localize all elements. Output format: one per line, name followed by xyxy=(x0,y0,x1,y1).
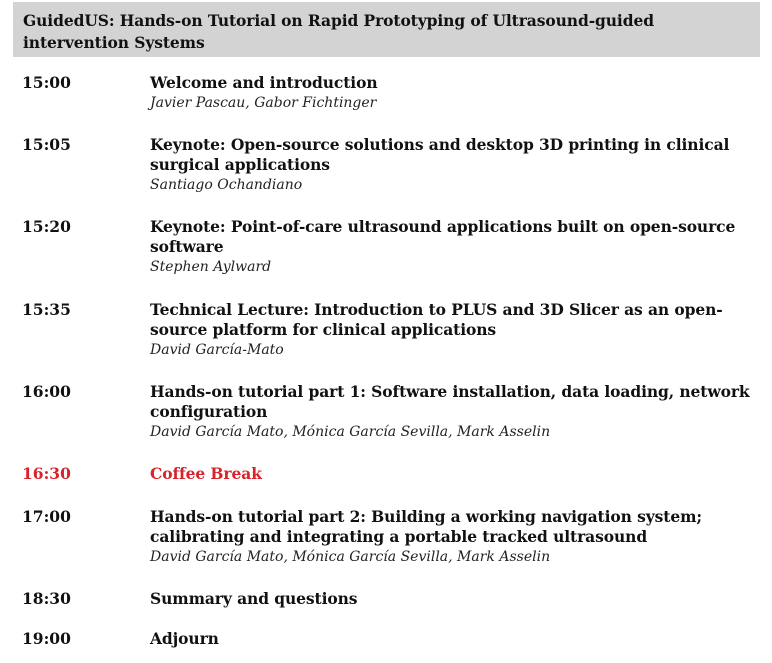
session-speakers: David García-Mato xyxy=(150,342,284,358)
session-time: 19:00 xyxy=(22,629,71,648)
session-title: Hands-on tutorial part 1: Software insta… xyxy=(150,382,750,421)
session-title: Hands-on tutorial part 2: Building a wor… xyxy=(150,507,703,546)
session-title: Keynote: Open-source solutions and deskt… xyxy=(150,135,730,174)
program-title: GuidedUS: Hands-on Tutorial on Rapid Pro… xyxy=(23,11,654,52)
session-speakers: Stephen Aylward xyxy=(150,259,272,275)
session-time: 15:05 xyxy=(22,135,71,154)
session-time: 15:00 xyxy=(22,73,71,92)
session-time: 15:20 xyxy=(22,217,71,236)
session-speakers: David García Mato, Mónica García Sevilla… xyxy=(150,424,551,440)
session-title: Keynote: Point-of-care ultrasound applic… xyxy=(150,217,736,256)
session-title: Technical Lecture: Introduction to PLUS … xyxy=(150,300,723,339)
session-title: Summary and questions xyxy=(150,589,358,608)
session-time: 15:35 xyxy=(22,300,71,319)
session-speakers: Santiago Ochandiano xyxy=(150,177,303,193)
session-speakers: Javier Pascau, Gabor Fichtinger xyxy=(150,95,377,111)
session-title: Adjourn xyxy=(150,629,219,648)
session-time: 16:00 xyxy=(22,382,71,401)
session-title: Coffee Break xyxy=(150,464,262,483)
session-time: 17:00 xyxy=(22,507,71,526)
session-time: 18:30 xyxy=(22,589,71,608)
session-speakers: David García Mato, Mónica García Sevilla… xyxy=(150,549,551,565)
session-time: 16:30 xyxy=(22,464,71,483)
program-header: GuidedUS: Hands-on Tutorial on Rapid Pro… xyxy=(13,2,760,57)
session-title: Welcome and introduction xyxy=(150,73,378,92)
